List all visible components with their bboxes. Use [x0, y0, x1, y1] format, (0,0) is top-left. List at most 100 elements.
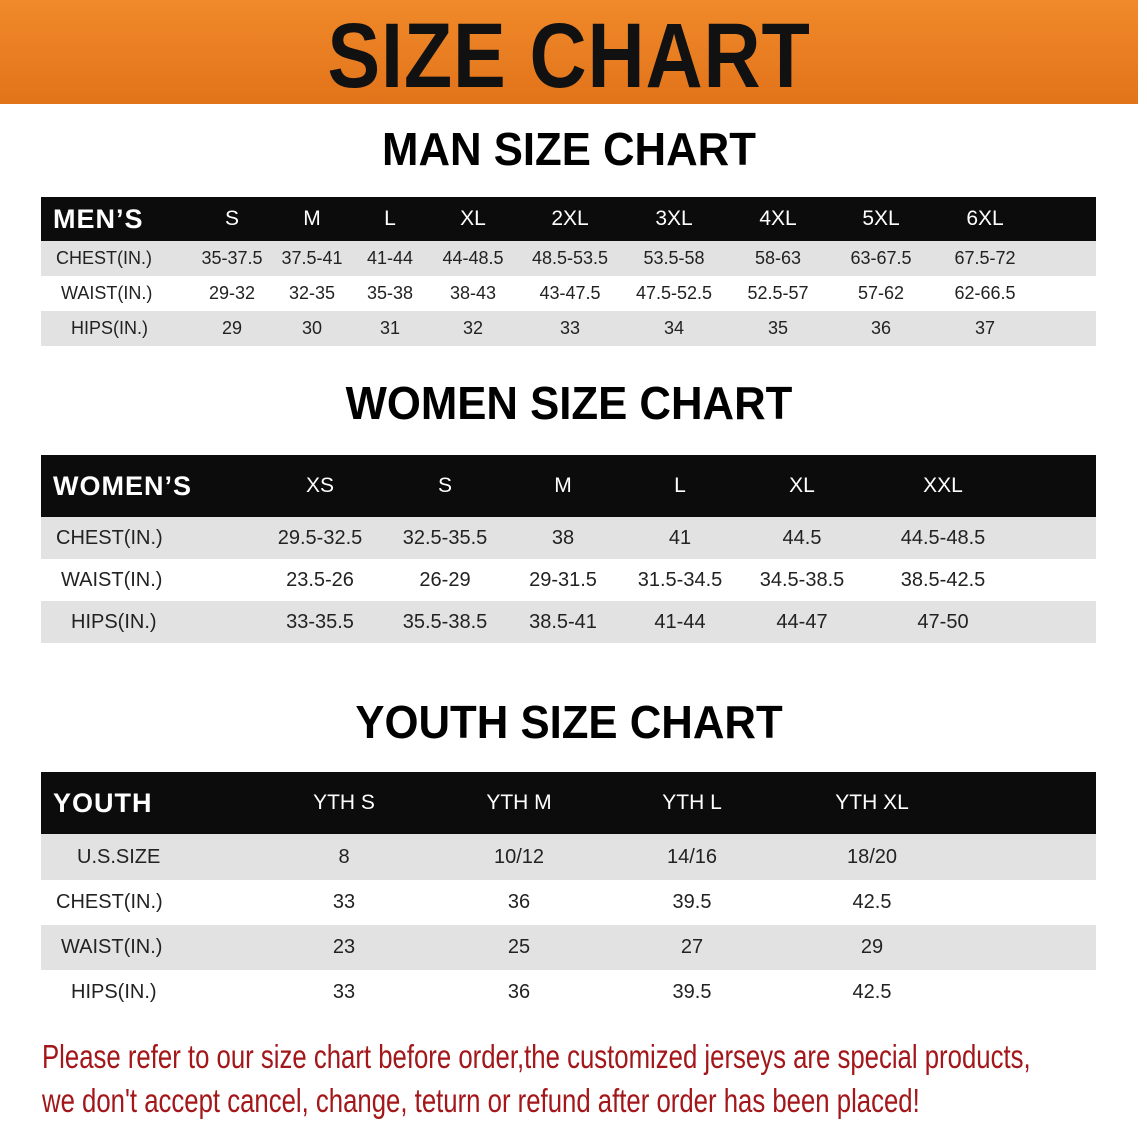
table-cell: 33-35.5: [286, 610, 354, 633]
size-header: 4XL: [759, 207, 797, 230]
table-cell: 38: [551, 526, 575, 549]
note-line-2: we don't accept cancel, change, teturn o…: [42, 1082, 920, 1119]
table-cell: 44.5: [782, 526, 822, 549]
size-header: YTH XL: [835, 791, 909, 814]
table-cell: 47-50: [917, 610, 969, 633]
table-cell: 35-38: [366, 283, 414, 303]
row-label: CHEST(IN.): [56, 526, 163, 549]
table-cell: 44-47: [776, 610, 828, 633]
table-cell: 14/16: [666, 845, 718, 868]
size-header: 5XL: [862, 207, 900, 230]
size-header: M: [554, 474, 572, 497]
table-cell: 31.5-34.5: [637, 568, 723, 591]
header-label: MEN’S: [53, 203, 144, 234]
table-cell: 10/12: [493, 845, 545, 868]
table-cell: 32.5-35.5: [402, 526, 488, 549]
table-row: WAIST(IN.) 29-32 32-35 35-38 38-43 43-47.5 47.…: [41, 276, 1096, 311]
table-cell: 23: [332, 936, 356, 958]
table-cell: 32: [462, 318, 484, 338]
size-header: XL: [460, 207, 486, 230]
table-cell: 48.5-53.5: [531, 248, 609, 268]
row-label: WAIST(IN.): [61, 568, 163, 591]
banner-title: SIZE CHART: [327, 5, 811, 107]
table-cell: 47.5-52.5: [635, 283, 713, 303]
table-cell: 58-63: [754, 248, 802, 268]
table-row: WAIST(IN.) 23.5-26 26-29 29-31.5 31.5-34.5 34…: [41, 559, 1096, 601]
table-cell: 44-48.5: [442, 248, 504, 268]
table-cell: 38.5-42.5: [900, 568, 986, 591]
table-cell: 38-43: [449, 283, 497, 303]
table-row: CHEST(IN.) 35-37.5 37.5-41 41-44 44-48.5 48.5…: [41, 241, 1096, 276]
table-row: HIPS(IN.) 33-35.5 35.5-38.5 38.5-41 41-44 44-…: [41, 601, 1096, 643]
table-cell: 34: [663, 318, 685, 338]
size-header: XS: [305, 474, 334, 497]
size-header: 3XL: [655, 207, 693, 230]
row-label: WAIST(IN.): [61, 283, 153, 303]
table-cell: 33: [332, 981, 356, 1003]
table-cell: 36: [507, 891, 531, 913]
table-cell: 26-29: [419, 568, 471, 591]
size-header: L: [384, 207, 396, 230]
table-cell: 29: [860, 936, 884, 958]
table-cell: 36: [870, 318, 892, 338]
table-row: HIPS(IN.) 33 36 39.5 42.5: [41, 970, 1096, 1015]
table-cell: 35: [767, 318, 789, 338]
table-cell: 38.5-41: [529, 610, 597, 633]
men-title: MAN SIZE CHART: [382, 123, 756, 175]
size-header: YTH M: [486, 791, 552, 814]
table-cell: 62-66.5: [954, 283, 1016, 303]
table-cell: 37: [974, 318, 996, 338]
table-cell: 29-31.5: [529, 568, 597, 591]
table-cell: 33: [559, 318, 581, 338]
size-header: S: [224, 207, 239, 230]
size-header: 6XL: [966, 207, 1004, 230]
women-title: WOMEN SIZE CHART: [345, 377, 793, 429]
row-label: HIPS(IN.): [71, 318, 149, 338]
table-cell: 39.5: [672, 981, 712, 1003]
size-header: 2XL: [551, 207, 589, 230]
table-cell: 52.5-57: [747, 283, 809, 303]
table-cell: 29-32: [208, 283, 256, 303]
table-cell: 27: [680, 936, 704, 958]
size-header: S: [437, 474, 452, 497]
banner: SIZE CHART: [0, 0, 1138, 107]
table-cell: 63-67.5: [850, 248, 912, 268]
row-label: WAIST(IN.): [61, 936, 163, 958]
table-cell: 41-44: [366, 248, 414, 268]
table-cell: 37.5-41: [281, 248, 343, 268]
youth-title: YOUTH SIZE CHART: [355, 696, 783, 748]
table-cell: 30: [301, 318, 323, 338]
table-cell: 29: [221, 318, 243, 338]
size-header: L: [674, 474, 686, 497]
table-cell: 44.5-48.5: [900, 526, 986, 549]
table-cell: 8: [338, 845, 350, 868]
table-cell: 35-37.5: [201, 248, 263, 268]
table-cell: 32-35: [288, 283, 336, 303]
table-cell: 36: [507, 981, 531, 1003]
row-label: CHEST(IN.): [56, 891, 163, 913]
row-label: CHEST(IN.): [56, 248, 152, 268]
table-cell: 33: [332, 891, 356, 913]
table-cell: 43-47.5: [539, 283, 601, 303]
table-cell: 42.5: [852, 891, 892, 913]
size-header: XL: [789, 474, 815, 497]
table-cell: 29.5-32.5: [277, 526, 363, 549]
size-header: YTH S: [313, 791, 375, 814]
table-cell: 34.5-38.5: [759, 568, 845, 591]
table-row: CHEST(IN.) 33 36 39.5 42.5: [41, 880, 1096, 925]
row-label: U.S.SIZE: [77, 845, 161, 868]
table-cell: 57-62: [857, 283, 905, 303]
table-cell: 39.5: [672, 891, 712, 913]
header-row: YOUTH YTH S YTH M YTH L YTH XL: [41, 772, 1096, 834]
table-row: U.S.SIZE 8 10/12 14/16 18/20: [41, 834, 1096, 880]
header-label: WOMEN’S: [53, 470, 192, 501]
table-row: HIPS(IN.) 29 30 31 32 33 34 35 36 37: [41, 311, 1096, 346]
table-row: WAIST(IN.) 23 25 27 29: [41, 925, 1096, 970]
table-cell: 42.5: [852, 981, 892, 1003]
table-cell: 67.5-72: [954, 248, 1016, 268]
row-label: HIPS(IN.): [71, 981, 157, 1003]
table-cell: 35.5-38.5: [402, 610, 488, 633]
row-label: HIPS(IN.): [71, 610, 157, 633]
table-cell: 25: [507, 936, 531, 958]
table-cell: 41-44: [654, 610, 706, 633]
